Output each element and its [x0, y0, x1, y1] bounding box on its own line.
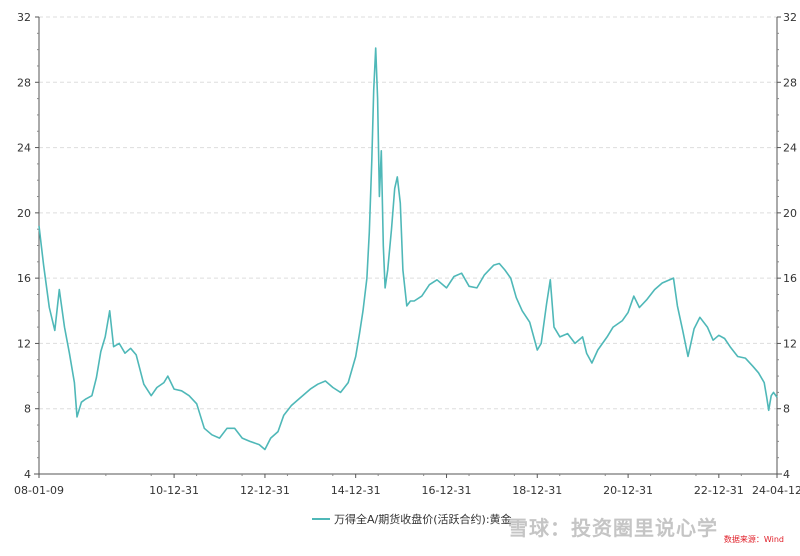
- x-tick-label: 12-12-31: [240, 484, 290, 497]
- y-tick-label-right: 28: [783, 76, 797, 89]
- y-tick-label-right: 20: [783, 207, 797, 220]
- y-tick-label-left: 16: [17, 272, 31, 285]
- x-tick-label: 22-12-31: [694, 484, 744, 497]
- legend[interactable]: 万得全A/期货收盘价(活跃合约):黄金: [312, 510, 512, 528]
- y-tick-label-left: 4: [24, 468, 31, 481]
- x-tick-label: 08-01-09: [14, 484, 64, 497]
- legend-label: 万得全A/期货收盘价(活跃合约):黄金: [334, 513, 512, 526]
- source-note: 数据来源：Wind: [723, 535, 784, 544]
- y-tick-label-right: 32: [783, 11, 797, 24]
- x-tick-label: 10-12-31: [149, 484, 199, 497]
- y-tick-label-right: 8: [783, 403, 790, 416]
- watermark-text: 雪球：投资圈里说心学: [508, 516, 718, 540]
- y-tick-label-right: 12: [783, 337, 797, 350]
- x-tick-label: 20-12-31: [603, 484, 653, 497]
- series-line: [38, 47, 778, 451]
- x-tick-label: 16-12-31: [422, 484, 472, 497]
- y-tick-label-right: 24: [783, 142, 797, 155]
- y-tick-label-left: 32: [17, 11, 31, 24]
- y-tick-label-left: 20: [17, 207, 31, 220]
- legend-swatch: [312, 518, 330, 520]
- y-tick-label-left: 28: [17, 76, 31, 89]
- y-tick-label-left: 8: [24, 403, 31, 416]
- x-tick-label: 14-12-31: [331, 484, 381, 497]
- y-tick-label-left: 24: [17, 142, 31, 155]
- x-tick-label: 18-12-31: [512, 484, 562, 497]
- x-tick-label: 24-04-12: [752, 484, 800, 497]
- y-tick-label-left: 12: [17, 337, 31, 350]
- y-tick-label-right: 16: [783, 272, 797, 285]
